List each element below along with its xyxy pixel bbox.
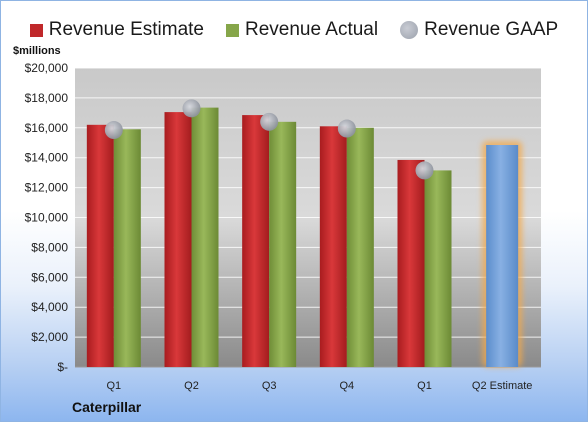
company-name: Caterpillar [72, 399, 142, 415]
legend-swatch-revenue-gaap [400, 21, 419, 39]
x-tick-label: Q1 [417, 380, 432, 392]
bar-revenue-actual [346, 127, 374, 367]
y-tick-label: $16,000 [25, 121, 69, 135]
y-tick-label: $2,000 [31, 330, 68, 344]
bar-revenue-estimate [397, 159, 425, 367]
y-tick-label: $20,000 [25, 61, 69, 75]
bar-revenue-actual [191, 107, 219, 368]
x-tick-label: Q4 [339, 380, 354, 392]
legend-label-revenue-estimate: Revenue Estimate [48, 19, 204, 40]
dot-revenue-gaap [182, 99, 201, 118]
legend-label-revenue-actual: Revenue Actual [245, 19, 379, 40]
x-tick-label: Q2 [184, 380, 199, 392]
bar-revenue-estimate [242, 115, 270, 367]
bar-revenue-actual [269, 121, 297, 367]
y-tick-label: $- [57, 360, 68, 374]
bar-revenue-estimate [164, 112, 192, 367]
dot-revenue-gaap [260, 112, 279, 131]
y-tick-label: $14,000 [25, 151, 69, 165]
legend-item-revenue-gaap: Revenue GAAP [400, 19, 558, 41]
x-tick-label: Q2 Estimate [472, 380, 533, 392]
legend-swatch-revenue-estimate [29, 23, 43, 37]
y-tick-label: $10,000 [25, 211, 69, 225]
y-tick-label: $18,000 [25, 91, 69, 105]
legend: Revenue Estimate Revenue Actual Revenue … [1, 15, 587, 45]
dot-revenue-gaap [337, 119, 356, 138]
dot-revenue-gaap [415, 161, 434, 180]
legend-item-revenue-actual: Revenue Actual [226, 19, 378, 41]
x-tick-label: Q3 [262, 380, 277, 392]
bar-revenue-actual [113, 129, 141, 367]
y-tick-label: $8,000 [31, 240, 68, 254]
y-tick-label: $12,000 [25, 181, 69, 195]
y-tick-label: $6,000 [31, 270, 68, 284]
legend-label-revenue-gaap: Revenue GAAP [424, 19, 559, 40]
y-axis-unit-label: $millions [13, 45, 61, 57]
y-tick-label: $4,000 [31, 300, 68, 314]
bar-revenue-estimate [319, 126, 347, 368]
legend-swatch-revenue-actual [226, 23, 239, 37]
x-tick-label: Q1 [106, 380, 121, 392]
bar-q2-estimate [486, 144, 519, 367]
dot-revenue-gaap [104, 121, 123, 140]
bar-revenue-estimate [86, 124, 114, 367]
bar-revenue-actual [424, 170, 452, 367]
legend-item-revenue-estimate: Revenue Estimate [29, 19, 204, 41]
